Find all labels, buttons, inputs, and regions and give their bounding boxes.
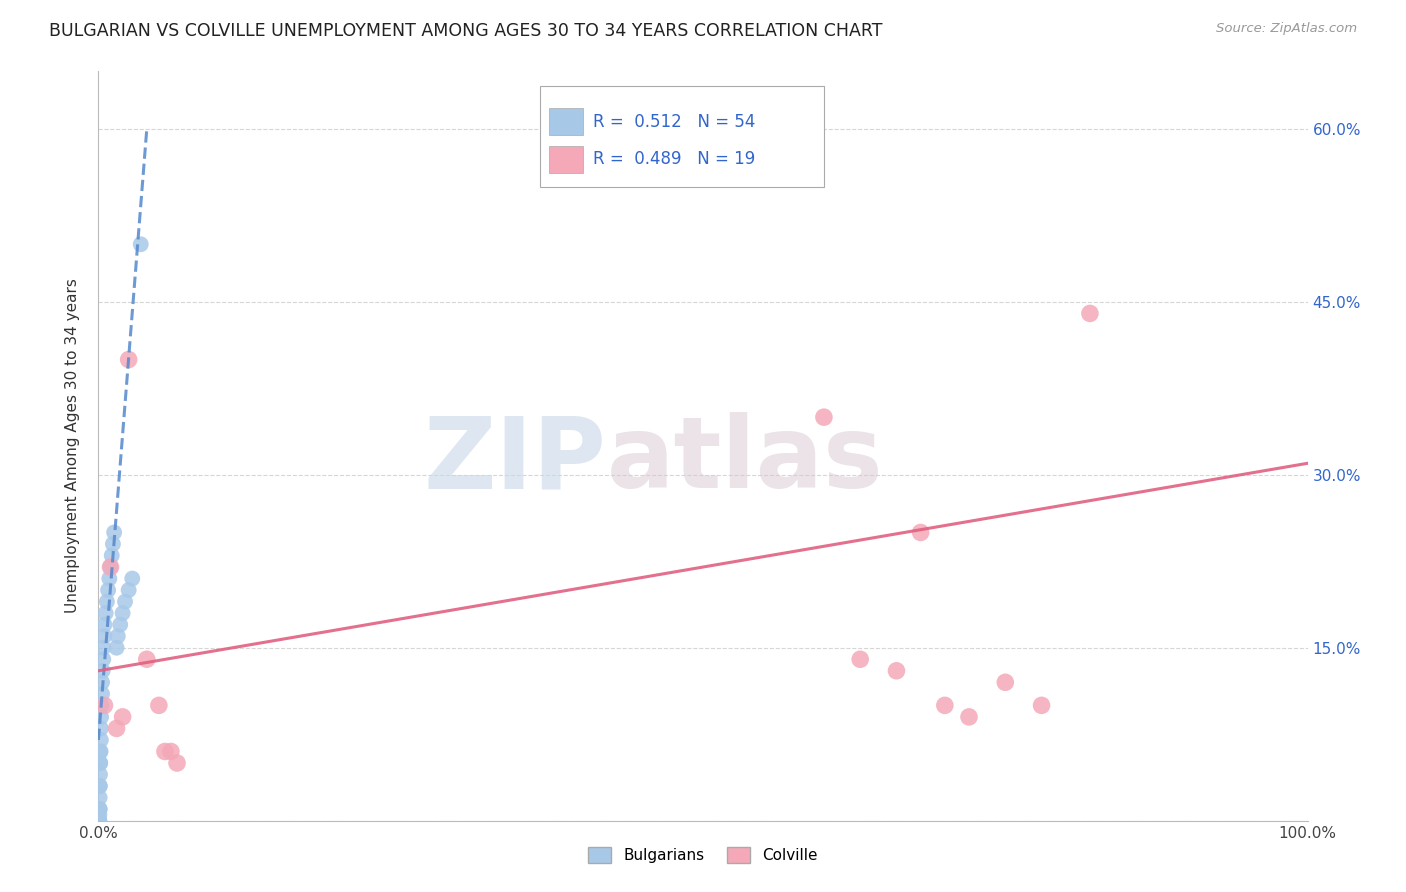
Point — [91, 675, 114, 690]
Point — [107, 629, 129, 643]
Point — [813, 410, 835, 425]
Point — [87, 814, 110, 828]
Point — [87, 814, 110, 828]
Point — [87, 814, 110, 828]
Y-axis label: Unemployment Among Ages 30 to 34 years: Unemployment Among Ages 30 to 34 years — [65, 278, 80, 614]
Point — [160, 744, 183, 758]
Point — [89, 744, 111, 758]
Text: atlas: atlas — [606, 412, 883, 509]
Point — [849, 652, 872, 666]
Point — [910, 525, 932, 540]
Point — [91, 640, 114, 655]
Point — [100, 560, 122, 574]
Point — [93, 698, 115, 713]
Point — [89, 756, 111, 770]
Point — [148, 698, 170, 713]
Point — [121, 572, 143, 586]
Point — [118, 583, 141, 598]
Point — [89, 790, 111, 805]
Point — [87, 814, 110, 828]
Text: ZIP: ZIP — [423, 412, 606, 509]
Point — [153, 744, 176, 758]
Point — [994, 675, 1017, 690]
Point — [91, 664, 114, 678]
Point — [98, 572, 121, 586]
Point — [97, 583, 120, 598]
Point — [89, 802, 111, 816]
Point — [129, 237, 152, 252]
FancyBboxPatch shape — [540, 87, 824, 187]
Point — [89, 814, 111, 828]
Point — [1078, 306, 1101, 320]
Legend: Bulgarians, Colville: Bulgarians, Colville — [582, 841, 824, 869]
Point — [91, 652, 114, 666]
FancyBboxPatch shape — [550, 145, 583, 173]
Point — [87, 814, 110, 828]
Point — [886, 664, 908, 678]
Point — [89, 802, 111, 816]
FancyBboxPatch shape — [550, 108, 583, 136]
Point — [91, 687, 114, 701]
Point — [105, 640, 128, 655]
Point — [94, 606, 117, 620]
Text: Source: ZipAtlas.com: Source: ZipAtlas.com — [1216, 22, 1357, 36]
Point — [166, 756, 188, 770]
Point — [90, 710, 112, 724]
Point — [89, 814, 111, 828]
Point — [105, 722, 128, 736]
Point — [90, 722, 112, 736]
Point — [89, 814, 111, 828]
Point — [87, 814, 110, 828]
Text: R =  0.489   N = 19: R = 0.489 N = 19 — [593, 150, 755, 169]
Point — [89, 814, 111, 828]
Point — [93, 617, 115, 632]
Point — [90, 733, 112, 747]
Point — [90, 698, 112, 713]
Text: R =  0.512   N = 54: R = 0.512 N = 54 — [593, 112, 755, 131]
Point — [100, 560, 122, 574]
Point — [135, 652, 157, 666]
Point — [87, 814, 110, 828]
Point — [111, 710, 134, 724]
Point — [89, 767, 111, 781]
Point — [89, 779, 111, 793]
Point — [103, 525, 125, 540]
Point — [87, 814, 110, 828]
Point — [89, 802, 111, 816]
Point — [89, 756, 111, 770]
Point — [111, 606, 134, 620]
Point — [118, 352, 141, 367]
Point — [89, 744, 111, 758]
Point — [87, 814, 110, 828]
Text: BULGARIAN VS COLVILLE UNEMPLOYMENT AMONG AGES 30 TO 34 YEARS CORRELATION CHART: BULGARIAN VS COLVILLE UNEMPLOYMENT AMONG… — [49, 22, 883, 40]
Point — [934, 698, 956, 713]
Point — [96, 594, 118, 608]
Point — [100, 549, 122, 563]
Point — [89, 808, 111, 822]
Point — [108, 617, 131, 632]
Point — [87, 814, 110, 828]
Point — [87, 814, 110, 828]
Point — [1031, 698, 1053, 713]
Point — [101, 537, 124, 551]
Point — [93, 629, 115, 643]
Point — [89, 779, 111, 793]
Point — [957, 710, 980, 724]
Point — [114, 594, 136, 608]
